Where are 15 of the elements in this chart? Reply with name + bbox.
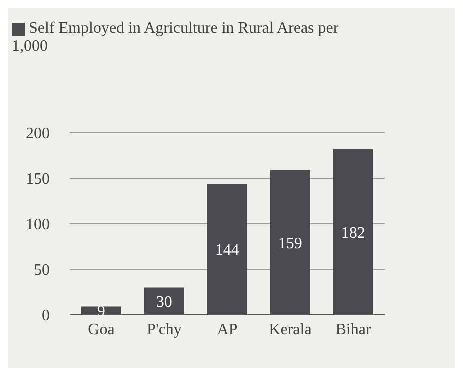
y-tick-label: 100 xyxy=(26,216,50,234)
data-label: 144 xyxy=(215,242,240,260)
data-label: 159 xyxy=(278,235,302,252)
y-tick-label: 50 xyxy=(34,262,50,280)
x-tick-label: Goa xyxy=(88,321,115,338)
y-tick-label: 200 xyxy=(26,126,50,143)
x-tick-label: Bihar xyxy=(336,321,372,338)
data-label: 30 xyxy=(156,294,172,312)
legend-label: Self Employed in Agriculture in Rural Areas per 1,000 xyxy=(12,20,339,55)
data-label: 182 xyxy=(341,224,366,242)
x-tick-label: P'chy xyxy=(147,321,182,338)
y-tick-label: 150 xyxy=(26,171,50,188)
y-tick-label: 0 xyxy=(42,308,50,325)
x-tick-label: AP xyxy=(217,321,238,338)
x-tick-label: Kerala xyxy=(269,321,312,338)
